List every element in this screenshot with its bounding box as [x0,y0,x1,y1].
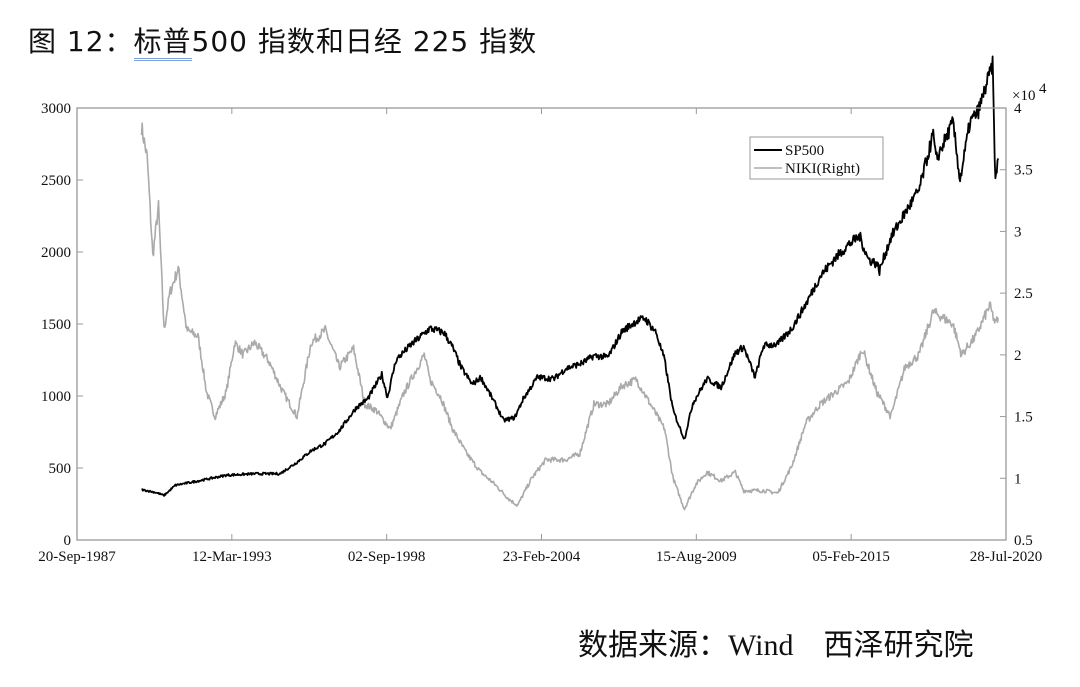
y-left-tick-label: 3000 [41,101,71,117]
y-right-tick-label: 3 [1014,224,1022,240]
y-left-tick-label: 0 [64,533,72,549]
x-tick-label: 12-Mar-1993 [192,549,272,565]
x-tick-label: 20-Sep-1987 [38,549,116,565]
legend-niki-label: NIKI(Right) [785,161,860,177]
data-source: 数据来源：Wind 西泽研究院 [578,629,974,662]
y-right-multiplier-exp: 4 [1039,81,1047,97]
x-tick-label: 02-Sep-1998 [348,549,426,565]
y-right-tick-label: 1 [1014,471,1022,487]
series-niki-line [140,122,999,511]
y-right-tick-label: 4 [1014,101,1022,117]
x-tick-label: 15-Aug-2009 [656,549,737,565]
y-right-tick-label: 1.5 [1014,410,1033,426]
y-right-multiplier: ×10 [1012,88,1035,104]
x-tick-label: 28-Jul-2020 [970,549,1043,565]
title-prefix: 图 12： [28,25,134,58]
y-right-tick-label: 3.5 [1014,163,1033,179]
legend-box [749,136,884,180]
legend-sp500-label: SP500 [785,143,824,159]
y-right-tick-label: 2.5 [1014,286,1033,302]
y-left-tick-label: 1000 [41,389,71,405]
y-left-tick-label: 500 [49,461,72,477]
y-right-tick-label: 2 [1014,348,1022,364]
title-underlined-word: 标普 [133,25,192,61]
y-left-tick-label: 2000 [41,245,71,261]
title-rest: 500 指数和日经 225 指数 [191,25,538,58]
y-left-tick-label: 1500 [41,317,71,333]
series-sp500-line [141,55,1000,497]
x-tick-label: 23-Feb-2004 [503,549,581,565]
figure-title: 图 12：标普500 指数和日经 225 指数 [28,20,538,61]
y-left-tick-label: 2500 [41,173,71,189]
y-right-tick-label: 0.5 [1014,533,1033,549]
x-tick-label: 05-Feb-2015 [812,549,890,565]
